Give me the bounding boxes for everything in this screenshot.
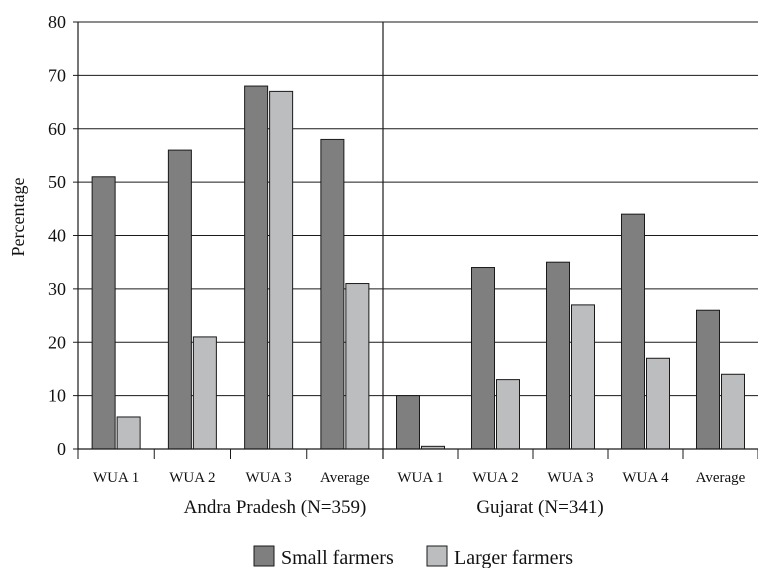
x-tick-label: WUA 1 bbox=[397, 470, 443, 486]
bar-larger-farmers bbox=[646, 357, 670, 450]
group-label: Gujarat (N=341) bbox=[476, 497, 603, 518]
group-label: Andra Pradesh (N=359) bbox=[184, 497, 367, 518]
y-tick-label: 50 bbox=[48, 172, 66, 192]
bar-small-farmers bbox=[244, 85, 269, 450]
bar-larger-farmers bbox=[269, 90, 294, 450]
bar-larger-farmers bbox=[192, 336, 217, 450]
bar-small-farmers bbox=[471, 267, 495, 450]
x-tick-labels: WUA 1 WUA 2 WUA 3 Average WUA 1 WUA 2 WUA 3 WUA… bbox=[93, 470, 746, 486]
y-tick-label: 30 bbox=[48, 279, 66, 299]
x-tick-label: WUA 3 bbox=[547, 470, 593, 486]
legend-swatch bbox=[426, 545, 448, 567]
bar-larger-farmers bbox=[345, 283, 370, 450]
bar-larger-farmers bbox=[116, 416, 141, 450]
bar-larger-farmers bbox=[571, 304, 595, 450]
legend-label: Small farmers bbox=[281, 547, 394, 568]
legend-swatch bbox=[253, 545, 275, 567]
bar-small-farmers bbox=[167, 149, 192, 450]
y-tick-label: 0 bbox=[57, 439, 66, 459]
legend-label: Larger farmers bbox=[454, 547, 573, 568]
bar-small-farmers bbox=[696, 309, 720, 450]
y-tick-label: 10 bbox=[48, 386, 66, 406]
bar-small-farmers bbox=[546, 261, 570, 450]
x-tick-label: WUA 2 bbox=[169, 470, 215, 486]
legend: Small farmers Larger farmers bbox=[253, 545, 573, 568]
axes bbox=[73, 21, 758, 459]
x-tick-label: WUA 1 bbox=[93, 470, 139, 486]
y-tick-labels: 0 10 20 30 40 50 60 70 80 bbox=[48, 12, 66, 459]
bar-small-farmers bbox=[91, 176, 116, 450]
bar-small-farmers bbox=[621, 213, 645, 450]
bar-larger-farmers bbox=[721, 373, 745, 450]
y-tick-label: 40 bbox=[48, 226, 66, 246]
bars bbox=[91, 85, 745, 450]
y-tick-label: 70 bbox=[48, 65, 66, 85]
x-tick-label: Average bbox=[320, 470, 370, 486]
bar-small-farmers bbox=[320, 138, 345, 450]
x-tick-label: WUA 2 bbox=[472, 470, 518, 486]
x-tick-label: Average bbox=[696, 470, 746, 486]
x-tick-label: WUA 4 bbox=[622, 470, 669, 486]
x-tick-label: WUA 3 bbox=[246, 470, 292, 486]
y-axis-label: Percentage bbox=[8, 178, 28, 257]
y-tick-label: 20 bbox=[48, 332, 66, 352]
bar-small-farmers bbox=[396, 395, 420, 450]
bar-larger-farmers bbox=[496, 379, 520, 450]
group-labels: Andra Pradesh (N=359) Gujarat (N=341) bbox=[184, 497, 604, 518]
y-tick-label: 80 bbox=[48, 12, 66, 32]
y-tick-label: 60 bbox=[48, 119, 66, 139]
